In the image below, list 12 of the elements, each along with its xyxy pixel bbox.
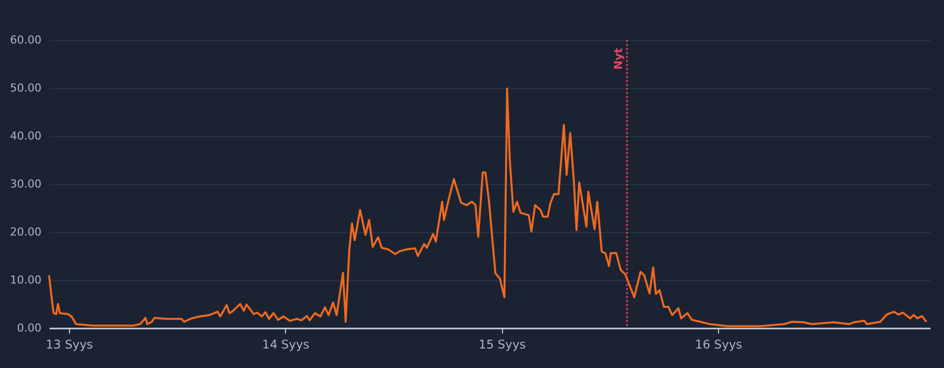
- x-tick-label: 15 Syys: [478, 338, 526, 352]
- y-tick-label: 40.00: [10, 130, 42, 142]
- y-tick-label: 50.00: [10, 82, 42, 94]
- y-tick-label: 60.00: [10, 34, 42, 46]
- x-tick-label: 13 Syys: [46, 338, 93, 352]
- y-tick-label: 30.00: [10, 178, 42, 190]
- x-tick-label: 16 Syys: [695, 338, 742, 352]
- ref-line-label: Nyt: [612, 48, 626, 70]
- y-tick-label: 0.00: [17, 322, 42, 334]
- y-tick-label: 10.00: [10, 274, 42, 286]
- y-tick-label: 20.00: [10, 226, 42, 238]
- x-tick-label: 14 Syys: [262, 338, 310, 352]
